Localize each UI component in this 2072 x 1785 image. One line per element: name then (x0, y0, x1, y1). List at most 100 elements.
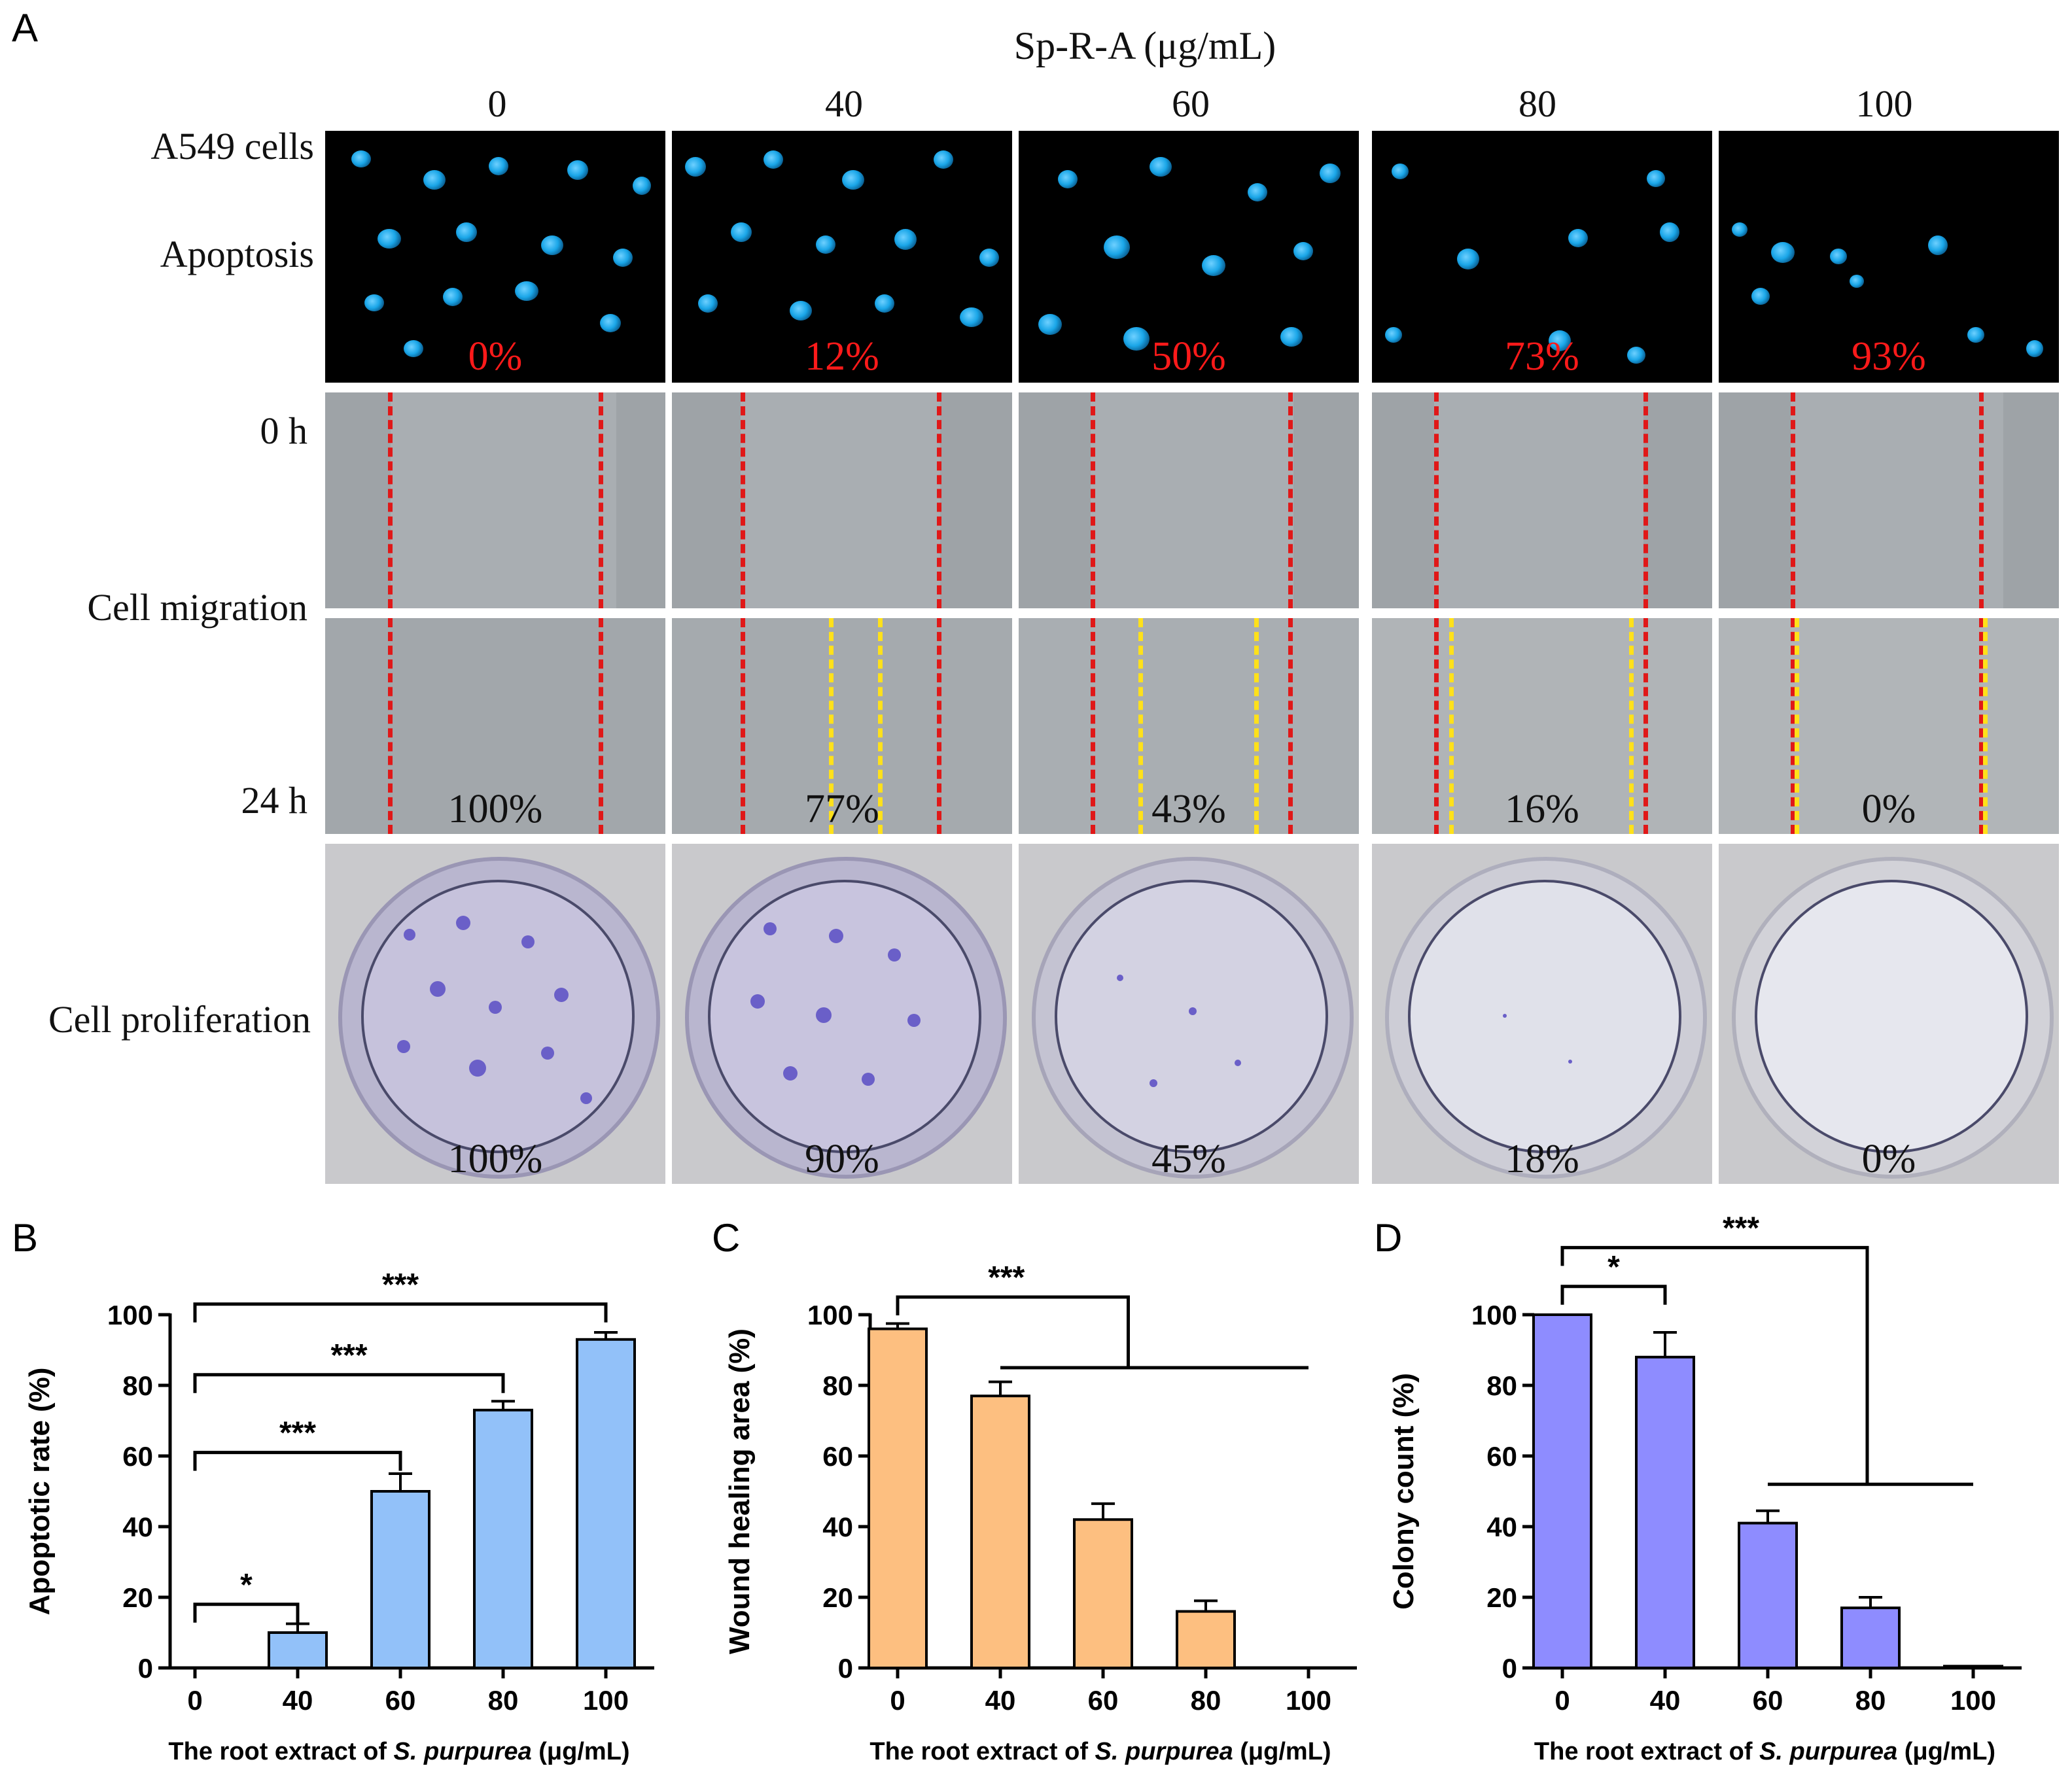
bar-c-40 (970, 1395, 1030, 1669)
sig-label-c: *** (988, 1260, 1025, 1295)
migration-pct-0: 100% (448, 787, 543, 831)
x-tick-label-b-0: 0 (187, 1685, 202, 1716)
row-label-24h: 24 h (241, 779, 308, 822)
y-axis-label-d: Colony count (%) (1388, 1373, 1420, 1610)
y-tick-label-d-20: 20 (1486, 1582, 1517, 1613)
bar-b-40 (268, 1631, 328, 1669)
x-axis-label-b: The root extract of S. purpurea (μg/mL) (168, 1738, 629, 1765)
sig-bracket-b-2 (193, 1373, 505, 1393)
colony-well-80: 18% (1372, 844, 1712, 1184)
x-tick-label-d-0: 0 (1554, 1685, 1570, 1716)
bar-b-100 (576, 1338, 636, 1670)
proliferation-pct-60: 45% (1151, 1137, 1226, 1181)
chart-b: 0 20 40 60 80 100 Apoptotic rate (%) 0 40 60 80 100… (24, 1268, 654, 1765)
migration-0h-image-0 (325, 392, 665, 608)
bar-c-0 (868, 1327, 928, 1670)
row-label-proliferation: Cell proliferation (48, 998, 311, 1041)
dose-label-40: 40 (825, 82, 863, 125)
apoptosis-pct-80: 73% (1505, 334, 1579, 379)
apoptosis-image-60: 50% (1019, 131, 1359, 383)
sig-bracket-d-main (1560, 1245, 1869, 1485)
panel-c-letter: C (712, 1216, 741, 1260)
colony-well-40: 90% (672, 844, 1012, 1184)
y-tick-label-d-60: 60 (1486, 1441, 1517, 1472)
migration-24h-image-40: 77% (672, 618, 1012, 834)
sig-label-d: *** (1723, 1211, 1759, 1245)
sig-bracket-c-main (896, 1295, 1130, 1368)
apoptosis-image-80: 73% (1372, 131, 1712, 383)
chart-d: 0 20 40 60 80 100 Colony count (%) 0 40 60 80 100 Th… (1388, 1211, 2022, 1765)
bar-d-0 (1532, 1313, 1592, 1669)
x-tick-label-c-0: 0 (890, 1685, 905, 1716)
x-axis-label-c: The root extract of S. purpurea (μg/mL) (869, 1738, 1331, 1765)
row-label-0h: 0 h (260, 409, 308, 452)
sig-label-b-3: *** (382, 1268, 419, 1302)
colony-well-100: 0% (1719, 844, 2059, 1184)
y-tick-label-b-80: 80 (122, 1370, 153, 1401)
sig-label-b-2: *** (330, 1338, 367, 1373)
y-tick-label-c-20: 20 (822, 1582, 853, 1613)
apoptosis-image-100: 93% (1719, 131, 2059, 383)
sig-bracket-b-3 (193, 1302, 608, 1323)
y-tick-label-d-80: 80 (1486, 1370, 1517, 1401)
bar-d-80 (1840, 1606, 1901, 1670)
x-tick-label-c-40: 40 (985, 1685, 1016, 1716)
dose-label-80: 80 (1519, 82, 1556, 125)
x-axis-label-d: The root extract of S. purpurea (μg/mL) (1534, 1738, 1995, 1765)
x-tick-label-b-40: 40 (283, 1685, 313, 1716)
migration-0h-image-100 (1719, 392, 2059, 608)
row-label-a549: A549 cells (150, 125, 314, 167)
chart-c: 0 20 40 60 80 100 Wound healing area (%) 0 40 60 8… (724, 1260, 1357, 1765)
migration-0h-image-60 (1019, 392, 1359, 608)
apoptosis-pct-60: 50% (1151, 334, 1226, 379)
y-tick-label-c-60: 60 (822, 1441, 853, 1472)
bar-d-60 (1738, 1521, 1798, 1669)
y-tick-label-b-0: 0 (138, 1653, 153, 1684)
proliferation-pct-0: 100% (448, 1137, 543, 1181)
dose-label-60: 60 (1172, 82, 1210, 125)
x-tick-label-d-80: 80 (1855, 1685, 1886, 1716)
migration-0h-image-80 (1372, 392, 1712, 608)
sig-label-d-0: * (1607, 1250, 1620, 1285)
bar-b-60 (370, 1490, 430, 1669)
panel-b-letter: B (12, 1216, 39, 1260)
y-tick-label-b-60: 60 (122, 1441, 153, 1472)
x-tick-label-d-40: 40 (1650, 1685, 1681, 1716)
apoptosis-pct-100: 93% (1852, 334, 1926, 379)
apoptosis-image-40: 12% (672, 131, 1012, 383)
y-axis-label-b: Apoptotic rate (%) (24, 1368, 56, 1616)
y-tick-label-d-100: 100 (1471, 1300, 1517, 1330)
migration-pct-60: 43% (1151, 787, 1226, 831)
migration-0h-image-40 (672, 392, 1012, 608)
bar-charts: 0 20 40 60 80 100 Apoptotic rate (%) 0 40 60 80 100… (24, 1211, 2022, 1765)
migration-24h-image-100: 0% (1719, 618, 2059, 834)
sig-label-b-1: *** (279, 1416, 316, 1451)
row-label-migration: Cell migration (87, 586, 307, 629)
proliferation-pct-100: 0% (1861, 1137, 1916, 1181)
x-tick-label-b-80: 80 (488, 1685, 519, 1716)
migration-pct-40: 77% (805, 787, 879, 831)
sig-bracket-b-1 (193, 1451, 402, 1471)
x-tick-label-c-80: 80 (1191, 1685, 1221, 1716)
y-tick-label-d-0: 0 (1502, 1653, 1517, 1684)
y-tick-label-d-40: 40 (1486, 1512, 1517, 1542)
y-tick-label-c-0: 0 (838, 1653, 853, 1684)
apoptosis-pct-0: 0% (468, 334, 523, 379)
migration-24h-image-60: 43% (1019, 618, 1359, 834)
x-tick-label-c-60: 60 (1088, 1685, 1119, 1716)
migration-24h-image-80: 16% (1372, 618, 1712, 834)
proliferation-pct-80: 18% (1505, 1137, 1579, 1181)
bar-d-40 (1635, 1355, 1695, 1670)
dose-label-100: 100 (1855, 82, 1913, 125)
apoptosis-image-0: 0% (325, 131, 665, 383)
bar-c-60 (1073, 1518, 1133, 1670)
treatment-label: Sp-R-A (μg/mL) (1013, 24, 1276, 67)
dose-label-0: 0 (487, 82, 507, 125)
y-tick-label-c-40: 40 (822, 1512, 853, 1542)
x-tick-label-b-60: 60 (385, 1685, 416, 1716)
migration-pct-100: 0% (1861, 787, 1916, 831)
apoptosis-pct-40: 12% (805, 334, 879, 379)
sig-label-b-0: * (240, 1568, 253, 1603)
x-tick-label-d-100: 100 (1950, 1685, 1996, 1716)
y-tick-label-c-100: 100 (807, 1300, 853, 1330)
